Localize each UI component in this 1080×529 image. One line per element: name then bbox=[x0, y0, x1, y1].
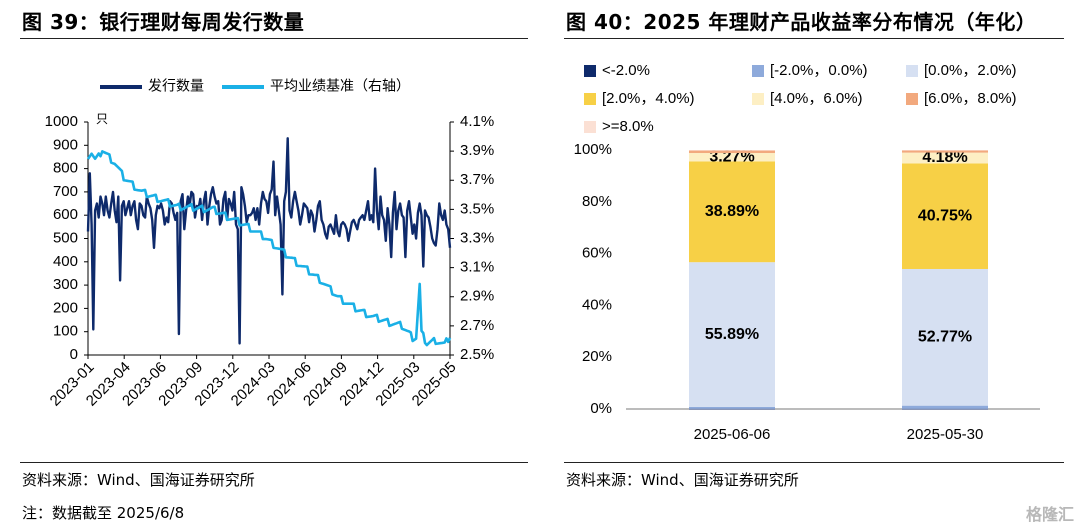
right-footer-rule bbox=[564, 462, 1064, 463]
legend-swatch bbox=[584, 93, 596, 105]
left-y-tick-label: 600 bbox=[53, 206, 78, 223]
left-y-tick-label: 700 bbox=[53, 183, 78, 200]
y-tick-label: 0% bbox=[590, 400, 612, 417]
legend-label: [2.0%，4.0%) bbox=[602, 90, 695, 107]
left-y-tick-label: 300 bbox=[53, 276, 78, 293]
legend-label: [6.0%，8.0%) bbox=[924, 90, 1017, 107]
legend-label: <-2.0% bbox=[602, 62, 650, 79]
legend-label: [-2.0%，0.0%) bbox=[770, 62, 868, 79]
watermark: 格隆汇 bbox=[1025, 505, 1074, 524]
right-y-tick-label: 3.1% bbox=[460, 259, 494, 276]
data-label: 38.89% bbox=[705, 203, 759, 220]
yield-distribution-stacked-bar-chart: <-2.0% [-2.0%，0.0%) [0.0%，2.0%) [2.0%，4.0%)… bbox=[574, 62, 1040, 443]
legend-swatch bbox=[752, 93, 764, 105]
right-y-tick-label: 3.3% bbox=[460, 229, 494, 246]
series-issuance-line bbox=[86, 137, 452, 345]
left-y-unit: 只 bbox=[96, 112, 108, 126]
right-y-tick-label: 4.1% bbox=[460, 113, 494, 130]
legend-swatch bbox=[584, 65, 596, 77]
x-category-label: 2025-06-06 bbox=[694, 426, 771, 443]
left-y-tick-label: 0 bbox=[70, 346, 78, 363]
bar-segment bbox=[689, 262, 775, 407]
bar-segment bbox=[689, 150, 775, 151]
legend-swatch bbox=[906, 93, 918, 105]
right-source: 资料来源：Wind、国海证券研究所 bbox=[566, 471, 799, 489]
y-tick-label: 20% bbox=[582, 348, 612, 365]
right-y-tick-label: 3.7% bbox=[460, 171, 494, 188]
bar-segment bbox=[689, 150, 775, 154]
legend-label: >=8.0% bbox=[602, 118, 654, 135]
left-title-rule bbox=[20, 38, 528, 39]
left-note: 注：数据截至 2025/6/8 bbox=[22, 504, 185, 522]
left-footer-rule bbox=[20, 462, 528, 463]
bar-segment bbox=[902, 150, 988, 151]
left-y-tick-label: 800 bbox=[53, 160, 78, 177]
left-y-tick-label: 400 bbox=[53, 253, 78, 270]
y-tick-label: 100% bbox=[574, 141, 612, 158]
issuance-line-chart: 0 100 200 300 400 500 600 700 800 900 1000 只 2.5% 2.7… bbox=[45, 78, 495, 410]
right-figure-title: 图 40：2025 年理财产品收益率分布情况（年化） bbox=[566, 10, 1037, 34]
left-y-tick-label: 100 bbox=[53, 323, 78, 340]
y-tick-label: 40% bbox=[582, 296, 612, 313]
left-y-tick-label: 900 bbox=[53, 136, 78, 153]
y-tick-label: 60% bbox=[582, 245, 612, 262]
bar-segment bbox=[689, 153, 775, 162]
bar-segment bbox=[902, 408, 988, 410]
data-label: 55.89% bbox=[705, 326, 759, 343]
data-label: 4.18% bbox=[922, 149, 967, 166]
left-y-tick-label: 200 bbox=[53, 299, 78, 316]
legend-label-issuance: 发行数量 bbox=[148, 78, 204, 94]
right-y-tick-label: 3.9% bbox=[460, 142, 494, 159]
legend-swatch bbox=[584, 121, 596, 133]
y-tick-label: 80% bbox=[582, 193, 612, 210]
left-y-tick-label: 500 bbox=[53, 229, 78, 246]
right-title-rule bbox=[564, 38, 1064, 39]
data-label: 40.75% bbox=[918, 207, 972, 224]
right-y-tick-label: 2.5% bbox=[460, 346, 494, 363]
bar-segment bbox=[902, 150, 988, 153]
left-source: 资料来源：Wind、国海证券研究所 bbox=[22, 471, 255, 489]
legend-label: [4.0%，6.0%) bbox=[770, 90, 863, 107]
legend-swatch bbox=[906, 65, 918, 77]
bar-segment bbox=[902, 268, 988, 406]
right-y-tick-label: 2.9% bbox=[460, 288, 494, 305]
series-benchmark-line bbox=[86, 150, 452, 347]
bar-segment bbox=[689, 408, 775, 410]
legend-swatch bbox=[752, 65, 764, 77]
bar-segment bbox=[902, 152, 988, 164]
bar-segment bbox=[689, 406, 775, 409]
x-category-label: 2025-05-30 bbox=[907, 426, 984, 443]
left-figure-title: 图 39：银行理财每周发行数量 bbox=[22, 10, 305, 34]
bar-segment bbox=[902, 163, 988, 269]
right-y-tick-label: 2.7% bbox=[460, 317, 494, 334]
bar-segment bbox=[902, 405, 988, 409]
legend-label-benchmark: 平均业绩基准（右轴） bbox=[270, 78, 410, 94]
legend-label: [0.0%，2.0%) bbox=[924, 62, 1017, 79]
left-y-tick-label: 1000 bbox=[45, 113, 78, 130]
right-y-tick-label: 3.5% bbox=[460, 200, 494, 217]
bar-segment bbox=[689, 161, 775, 263]
data-label: 52.77% bbox=[918, 329, 972, 346]
